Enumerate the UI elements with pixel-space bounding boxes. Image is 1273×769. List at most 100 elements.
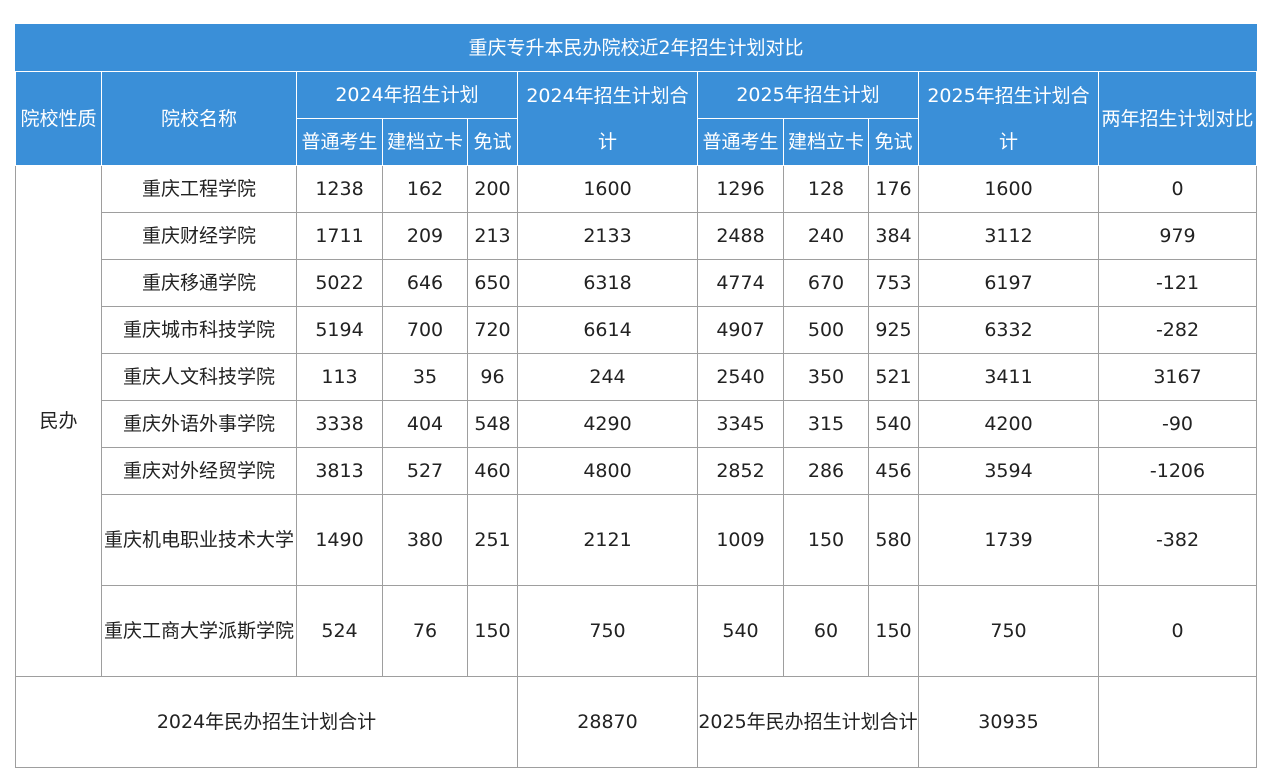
cell-school-name: 重庆城市科技学院	[101, 306, 297, 354]
cell-exempt-2025: 540	[868, 400, 919, 448]
header-compare: 两年招生计划对比	[1098, 71, 1257, 166]
cell-card-2025: 128	[783, 165, 869, 213]
cell-exempt-2025: 176	[868, 165, 919, 213]
cell-nature: 民办	[15, 165, 102, 677]
cell-card-2024: 380	[382, 494, 468, 586]
cell-card-2025: 240	[783, 212, 869, 260]
subheader-exempt-2024: 免试	[467, 118, 518, 166]
cell-regular-2025: 2488	[697, 212, 784, 260]
cell-exempt-2024: 200	[467, 165, 518, 213]
subheader-regular-2025: 普通考生	[697, 118, 784, 166]
cell-exempt-2024: 251	[467, 494, 518, 586]
cell-school-name: 重庆对外经贸学院	[101, 447, 297, 495]
cell-exempt-2025: 580	[868, 494, 919, 586]
cell-total-2025: 6197	[918, 259, 1099, 307]
cell-total-2024: 6614	[517, 306, 698, 354]
cell-exempt-2024: 548	[467, 400, 518, 448]
cell-regular-2024: 1490	[296, 494, 383, 586]
cell-regular-2024: 1238	[296, 165, 383, 213]
cell-exempt-2025: 456	[868, 447, 919, 495]
cell-regular-2024: 5022	[296, 259, 383, 307]
cell-card-2024: 209	[382, 212, 468, 260]
cell-school-name: 重庆财经学院	[101, 212, 297, 260]
cell-school-name: 重庆工程学院	[101, 165, 297, 213]
cell-regular-2025: 2852	[697, 447, 784, 495]
footer-label-2025: 2025年民办招生计划合计	[697, 676, 919, 768]
cell-total-2025: 1600	[918, 165, 1099, 213]
cell-card-2025: 350	[783, 353, 869, 401]
cell-exempt-2025: 521	[868, 353, 919, 401]
cell-exempt-2025: 753	[868, 259, 919, 307]
cell-card-2024: 162	[382, 165, 468, 213]
cell-card-2025: 150	[783, 494, 869, 586]
cell-exempt-2024: 213	[467, 212, 518, 260]
cell-card-2024: 76	[382, 585, 468, 677]
header-plan-2024: 2024年招生计划	[296, 71, 518, 119]
cell-total-2025: 4200	[918, 400, 1099, 448]
cell-compare: -121	[1098, 259, 1257, 307]
cell-school-name: 重庆工商大学派斯学院	[101, 585, 297, 677]
cell-total-2025: 3594	[918, 447, 1099, 495]
subheader-regular-2024: 普通考生	[296, 118, 383, 166]
cell-regular-2025: 1009	[697, 494, 784, 586]
cell-regular-2025: 3345	[697, 400, 784, 448]
cell-total-2024: 4800	[517, 447, 698, 495]
cell-card-2024: 35	[382, 353, 468, 401]
cell-card-2025: 500	[783, 306, 869, 354]
cell-total-2024: 6318	[517, 259, 698, 307]
cell-regular-2024: 1711	[296, 212, 383, 260]
cell-compare: -382	[1098, 494, 1257, 586]
cell-exempt-2024: 460	[467, 447, 518, 495]
subheader-exempt-2025: 免试	[868, 118, 919, 166]
cell-card-2024: 700	[382, 306, 468, 354]
cell-regular-2025: 1296	[697, 165, 784, 213]
cell-card-2024: 404	[382, 400, 468, 448]
cell-card-2024: 527	[382, 447, 468, 495]
cell-total-2025: 3411	[918, 353, 1099, 401]
cell-regular-2024: 113	[296, 353, 383, 401]
cell-card-2024: 646	[382, 259, 468, 307]
cell-exempt-2024: 720	[467, 306, 518, 354]
header-nature: 院校性质	[15, 71, 102, 166]
cell-compare: -282	[1098, 306, 1257, 354]
cell-exempt-2024: 150	[467, 585, 518, 677]
cell-regular-2025: 4907	[697, 306, 784, 354]
table-title: 重庆专升本民办院校近2年招生计划对比	[15, 24, 1257, 72]
footer-label-2024: 2024年民办招生计划合计	[15, 676, 518, 768]
cell-card-2025: 60	[783, 585, 869, 677]
cell-compare: -1206	[1098, 447, 1257, 495]
cell-total-2024: 2133	[517, 212, 698, 260]
cell-exempt-2025: 925	[868, 306, 919, 354]
subheader-card-2024: 建档立卡	[382, 118, 468, 166]
subheader-card-2025: 建档立卡	[783, 118, 869, 166]
footer-total-2025: 30935	[918, 676, 1099, 768]
header-total-2024: 2024年招生计划合计	[517, 71, 698, 166]
cell-regular-2024: 3813	[296, 447, 383, 495]
header-plan-2025: 2025年招生计划	[697, 71, 919, 119]
cell-total-2025: 6332	[918, 306, 1099, 354]
cell-regular-2024: 524	[296, 585, 383, 677]
enrollment-plan-table: 重庆专升本民办院校近2年招生计划对比 院校性质 院校名称 2024年招生计划 2…	[15, 24, 1257, 768]
cell-compare: 0	[1098, 165, 1257, 213]
cell-exempt-2025: 150	[868, 585, 919, 677]
cell-total-2024: 1600	[517, 165, 698, 213]
cell-total-2024: 750	[517, 585, 698, 677]
cell-compare: -90	[1098, 400, 1257, 448]
footer-compare	[1098, 676, 1257, 768]
cell-school-name: 重庆移通学院	[101, 259, 297, 307]
cell-compare: 979	[1098, 212, 1257, 260]
cell-regular-2024: 3338	[296, 400, 383, 448]
cell-compare: 3167	[1098, 353, 1257, 401]
cell-total-2024: 4290	[517, 400, 698, 448]
cell-school-name: 重庆机电职业技术大学	[101, 494, 297, 586]
cell-card-2025: 670	[783, 259, 869, 307]
cell-total-2025: 3112	[918, 212, 1099, 260]
cell-school-name: 重庆外语外事学院	[101, 400, 297, 448]
cell-exempt-2025: 384	[868, 212, 919, 260]
plan-table-wrapper: 重庆专升本民办院校近2年招生计划对比 院校性质 院校名称 2024年招生计划 2…	[15, 24, 1257, 768]
cell-school-name: 重庆人文科技学院	[101, 353, 297, 401]
cell-card-2025: 286	[783, 447, 869, 495]
cell-compare: 0	[1098, 585, 1257, 677]
cell-regular-2024: 5194	[296, 306, 383, 354]
cell-total-2024: 244	[517, 353, 698, 401]
